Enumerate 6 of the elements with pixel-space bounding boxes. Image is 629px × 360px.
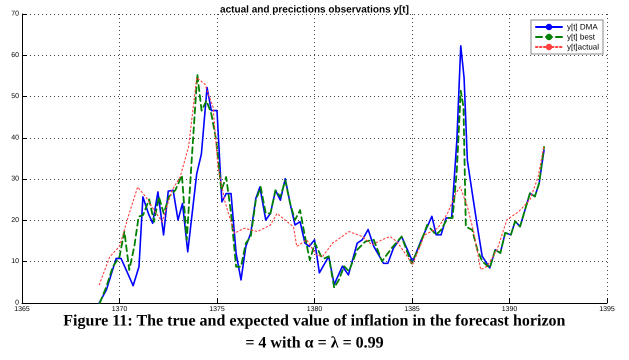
caption: Figure 11: The true and expected value of inflation in the forecast horizon bbox=[63, 312, 566, 330]
legend-label: y[t] DMA bbox=[566, 22, 598, 32]
chart-title: actual and precictions observations y[t] bbox=[220, 4, 409, 16]
legend-label: y[t] best bbox=[566, 32, 596, 42]
text: = 4 with α = λ = 0.99 bbox=[245, 334, 384, 352]
legend-label: y[t]actual bbox=[566, 42, 600, 52]
